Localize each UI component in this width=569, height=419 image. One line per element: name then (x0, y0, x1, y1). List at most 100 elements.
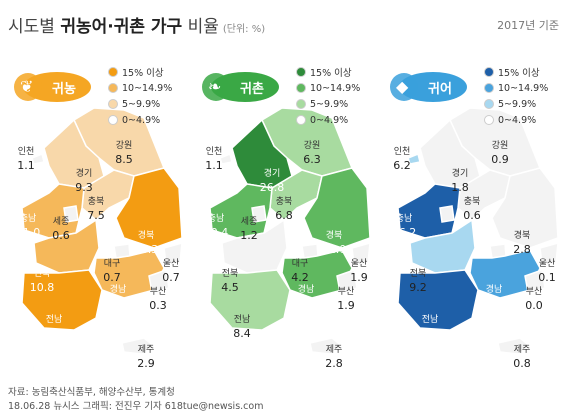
region-label: 충남 11.0 (12, 213, 44, 239)
legend-item: 0~4.9% (484, 112, 548, 128)
region-label: 전북 4.5 (214, 268, 246, 294)
region-shape (63, 205, 79, 223)
region-name: 울산 (162, 259, 180, 269)
region-value: 0.7 (162, 271, 180, 284)
reference-year: 2017년 기준 (497, 19, 559, 32)
region-value: 1.9 (337, 299, 355, 312)
region-label: 부산 0.3 (142, 286, 174, 312)
region-shape (397, 269, 479, 331)
region-value: 0.0 (525, 299, 543, 312)
legend-label: 10~14.9% (498, 82, 549, 94)
region-name: 경북 (325, 231, 343, 241)
region-map (209, 107, 371, 355)
legend-item: 0~4.9% (296, 112, 360, 128)
legend-label: 15% 이상 (498, 68, 540, 79)
region-value: 2.8 (325, 357, 343, 370)
region-value: 10.8 (29, 281, 55, 294)
legend-swatch (296, 83, 306, 93)
region-value: 6.2 (393, 159, 411, 172)
region-label: 강원 0.9 (484, 140, 516, 166)
legend-swatch (108, 83, 118, 93)
footer: 자료: 농림축산식품부, 해양수산부, 통계청 18.06.28 뉴시스 그래픽… (8, 386, 263, 414)
region-value: 12.5 (293, 297, 319, 310)
region-value: 0.8 (513, 357, 531, 370)
region-shape (21, 183, 85, 239)
region-shape (539, 241, 559, 265)
legend-item: 10~14.9% (296, 80, 360, 96)
region-name: 전남 (45, 315, 63, 325)
legend-swatch (296, 99, 306, 109)
legend-item: 10~14.9% (484, 80, 548, 96)
legend-label: 5~9.9% (498, 98, 537, 110)
legend-item: 5~9.9% (296, 96, 360, 112)
region-shape (115, 167, 183, 249)
region-shape (409, 218, 476, 274)
region-name: 세종 (240, 217, 258, 227)
region-label: 대구 4.2 (284, 258, 316, 284)
region-label: 전북 10.8 (26, 268, 58, 294)
legend-item: 15% 이상 (296, 64, 360, 80)
region-label: 경기 1.8 (444, 168, 476, 194)
region-shape (303, 167, 371, 249)
region-value: 10.4 (203, 226, 229, 239)
region-name: 경북 (513, 231, 531, 241)
region-value: 26.8 (259, 181, 285, 194)
region-shape (21, 269, 103, 331)
region-label: 제주 2.8 (318, 344, 350, 370)
region-value: 4.5 (221, 281, 239, 294)
region-shape (31, 152, 45, 165)
region-name: 대구 (103, 259, 121, 269)
region-label: 전남 8.4 (226, 314, 258, 340)
region-name: 강원 (115, 141, 133, 151)
region-name: 부산 (149, 287, 167, 297)
legend-swatch (108, 67, 118, 77)
region-value: 10.2 (481, 297, 507, 310)
region-name: 경기 (451, 169, 469, 179)
region-value: 0.6 (52, 229, 70, 242)
region-label: 세종 0.6 (45, 216, 77, 242)
region-label: 충북 7.5 (80, 196, 112, 222)
region-value: 2.9 (137, 357, 155, 370)
region-name: 강원 (491, 141, 509, 151)
legend-item: 0~4.9% (108, 112, 172, 128)
unit-label: (단위: %) (222, 24, 266, 35)
region-name: 울산 (538, 259, 556, 269)
region-label: 경북 18.3 (130, 230, 162, 256)
region-name: 충남 (395, 214, 413, 224)
legend-swatch (484, 99, 494, 109)
region-shape (33, 218, 100, 274)
grass-icon: ❧ (208, 77, 222, 96)
region-name: 경북 (137, 231, 155, 241)
region-shape (407, 152, 421, 165)
region-label: 경남 13.2 (102, 284, 134, 310)
region-value: 2.8 (513, 243, 531, 256)
region-name: 인천 (17, 147, 35, 157)
category-badge: ❦ 귀농 (12, 66, 92, 108)
region-name: 전남 (421, 315, 439, 325)
region-value: 8.4 (233, 327, 251, 340)
region-value: 0.7 (103, 271, 121, 284)
legend-item: 15% 이상 (484, 64, 548, 80)
map-panel-1: ❧ 귀촌 15% 이상 10~14.9% 5~9.9% 0~4.9% 인천 1.1 강원 6.3 경… (192, 58, 379, 388)
page-title: 시도별 귀농어·귀촌 가구 비율 (단위: %) (8, 17, 266, 37)
region-label: 인천 6.2 (386, 146, 418, 172)
legend-swatch (484, 83, 494, 93)
region-label: 전남 31.5 (414, 314, 446, 340)
region-name: 강원 (303, 141, 321, 151)
region-shape (497, 337, 532, 355)
region-shape (209, 269, 291, 331)
region-value: 6.3 (303, 153, 321, 166)
region-label: 전북 9.2 (402, 268, 434, 294)
region-map (397, 107, 559, 355)
region-value: 13.2 (105, 297, 131, 310)
badge-label: 귀어 (428, 82, 452, 97)
region-name: 대구 (291, 259, 309, 269)
region-name: 경남 (109, 285, 127, 295)
source-text: 자료: 농림축산식품부, 해양수산부, 통계청 (8, 387, 175, 398)
region-name: 경남 (297, 285, 315, 295)
region-label: 부산 1.9 (330, 286, 362, 312)
region-name: 부산 (337, 287, 355, 297)
region-name: 인천 (205, 147, 223, 157)
legend-item: 10~14.9% (108, 80, 172, 96)
